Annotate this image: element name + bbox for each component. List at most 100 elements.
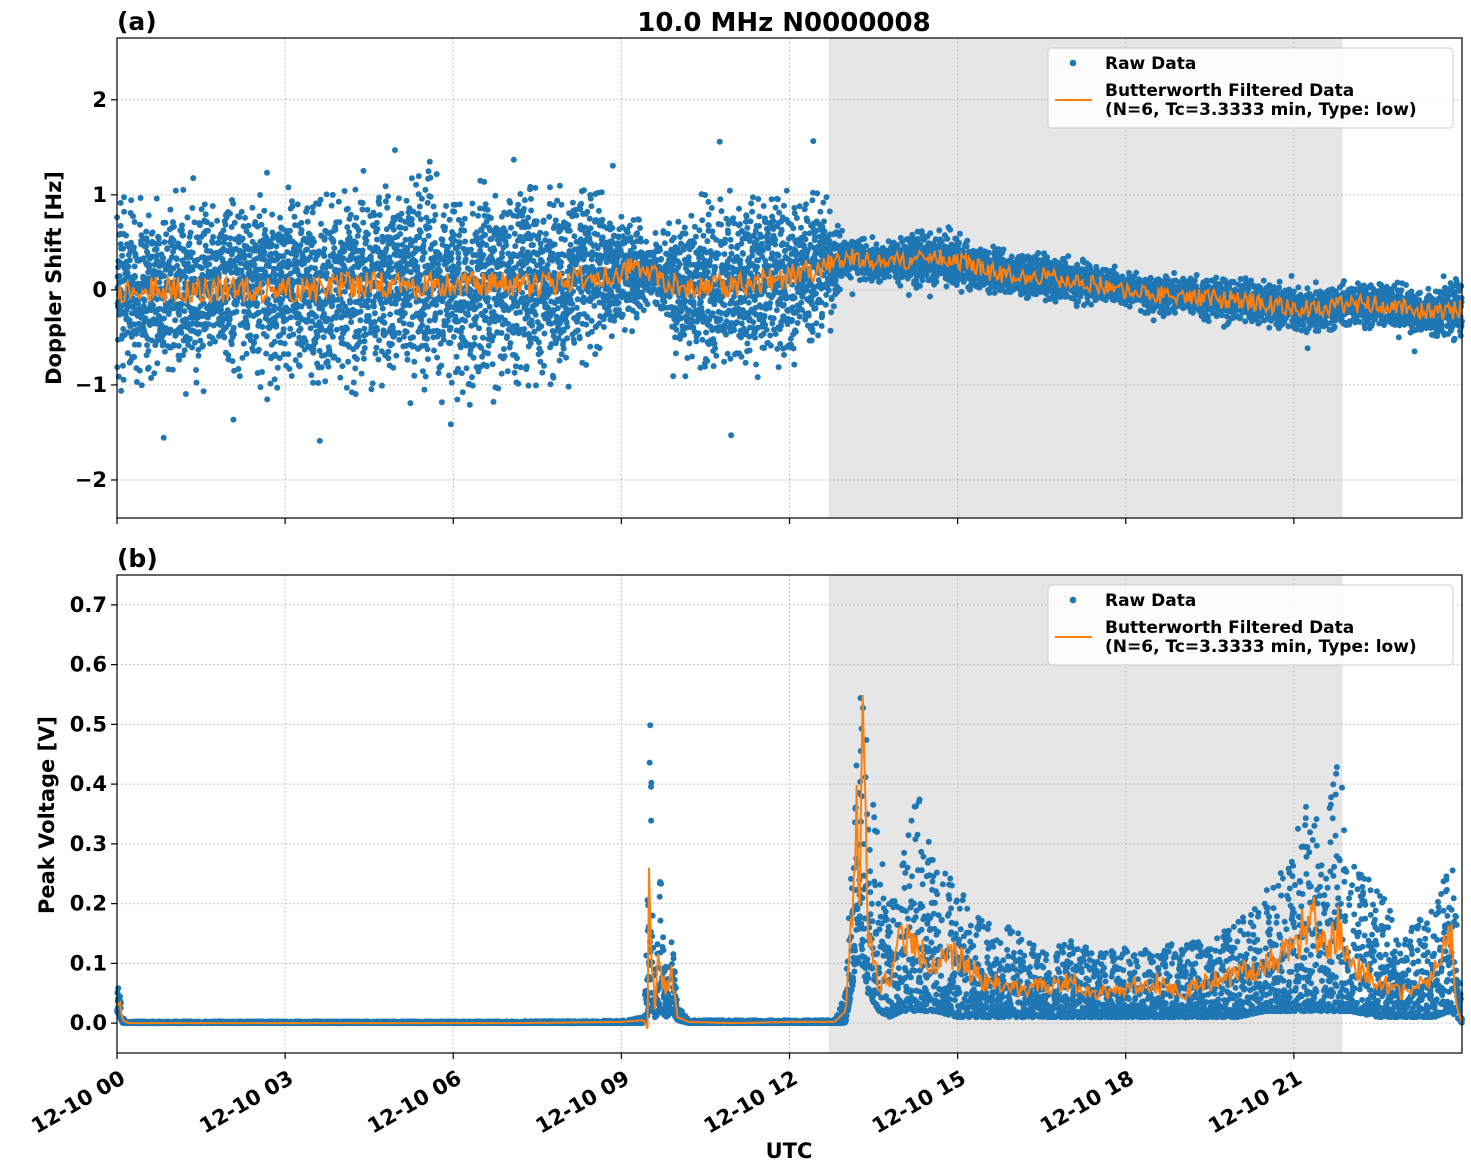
- raw-data-point: [709, 228, 716, 235]
- raw-data-point: [128, 239, 134, 246]
- raw-data-point: [376, 200, 383, 207]
- raw-data-point: [521, 205, 527, 212]
- raw-data-point: [236, 214, 243, 221]
- raw-data-point: [155, 235, 162, 242]
- raw-data-point: [744, 224, 751, 231]
- raw-data-point: [345, 358, 352, 365]
- raw-data-point: [261, 207, 268, 214]
- raw-data-point: [281, 340, 288, 347]
- raw-data-point: [353, 214, 360, 221]
- raw-data-point: [149, 253, 156, 260]
- raw-data-point: [255, 346, 262, 353]
- raw-data-point: [142, 318, 149, 325]
- raw-data-point: [220, 227, 227, 234]
- raw-data-point: [401, 310, 408, 317]
- raw-data-point: [599, 216, 606, 223]
- raw-data-point: [117, 241, 124, 248]
- raw-data-point: [576, 335, 583, 342]
- raw-data-point: [813, 320, 820, 327]
- raw-data-point: [212, 338, 219, 345]
- raw-data-point: [124, 350, 131, 357]
- raw-data-point: [440, 212, 447, 219]
- raw-data-point: [758, 240, 765, 247]
- raw-data-point: [181, 347, 188, 354]
- raw-data-point: [381, 319, 388, 326]
- raw-data-point: [699, 336, 706, 343]
- raw-data-point: [483, 242, 490, 248]
- raw-data-point: [421, 311, 427, 318]
- raw-data-point: [365, 304, 372, 311]
- raw-data-point: [408, 216, 415, 223]
- raw-data-point: [427, 193, 434, 200]
- raw-data-point: [419, 322, 426, 329]
- raw-data-point: [144, 238, 151, 245]
- raw-data-point: [778, 226, 785, 233]
- raw-data-point: [688, 212, 695, 219]
- raw-data-point: [587, 225, 594, 232]
- raw-data-point: [754, 263, 761, 270]
- raw-data-point: [487, 215, 494, 221]
- raw-data-point: [424, 346, 431, 353]
- raw-data-point: [462, 238, 469, 245]
- raw-data-point: [329, 191, 336, 198]
- raw-data-point: [382, 198, 389, 205]
- raw-data-point: [798, 224, 804, 231]
- raw-data-point: [296, 363, 303, 370]
- raw-data-point: [462, 256, 469, 263]
- raw-data-point: [504, 368, 511, 375]
- raw-data-point: [730, 215, 737, 222]
- raw-data-point: [359, 206, 366, 213]
- raw-data-point: [421, 237, 428, 244]
- raw-data-point: [672, 350, 679, 357]
- raw-data-point: [418, 195, 425, 202]
- raw-data-point: [120, 376, 127, 383]
- raw-data-point: [341, 288, 348, 295]
- raw-data-point: [233, 308, 240, 315]
- raw-data-point: [140, 255, 147, 262]
- raw-data-point: [712, 345, 719, 352]
- raw-data-point: [726, 187, 733, 194]
- raw-data-point: [393, 352, 400, 359]
- raw-data-point: [425, 232, 432, 239]
- raw-data-point: [328, 202, 335, 209]
- raw-data-point: [661, 298, 668, 305]
- raw-data-point: [178, 301, 185, 308]
- raw-data-point: [304, 218, 311, 225]
- raw-data-point: [363, 237, 370, 244]
- panel-a-raw-data-points: [114, 138, 1465, 444]
- raw-data-point: [378, 382, 385, 389]
- raw-data-point: [161, 239, 168, 246]
- raw-data-point: [774, 345, 781, 352]
- raw-data-point: [121, 208, 128, 215]
- raw-data-point: [256, 213, 263, 220]
- raw-data-point: [200, 388, 207, 395]
- raw-data-point: [469, 382, 476, 389]
- raw-data-point: [209, 239, 216, 246]
- raw-data-point: [633, 314, 640, 321]
- raw-data-point: [161, 348, 168, 355]
- raw-data-point: [243, 350, 250, 357]
- raw-data-point: [182, 391, 189, 397]
- raw-data-point: [436, 268, 443, 274]
- raw-data-point: [338, 335, 345, 342]
- raw-data-point: [780, 202, 787, 209]
- raw-data-point: [184, 214, 191, 221]
- raw-data-point: [431, 240, 438, 246]
- raw-data-point: [571, 339, 578, 346]
- raw-data-point: [618, 213, 625, 220]
- raw-data-point: [716, 138, 723, 145]
- raw-data-point: [170, 219, 176, 226]
- raw-data-point: [727, 236, 734, 243]
- raw-data-point: [767, 332, 774, 339]
- raw-data-point: [578, 200, 585, 207]
- raw-data-point: [681, 297, 688, 304]
- raw-data-point: [206, 261, 213, 268]
- raw-data-point: [547, 381, 554, 388]
- raw-data-point: [289, 203, 296, 210]
- raw-data-point: [707, 262, 713, 269]
- raw-data-point: [736, 205, 742, 212]
- raw-data-point: [558, 259, 564, 266]
- raw-data-point: [172, 317, 179, 324]
- raw-data-point: [473, 314, 480, 320]
- raw-data-point: [588, 328, 595, 335]
